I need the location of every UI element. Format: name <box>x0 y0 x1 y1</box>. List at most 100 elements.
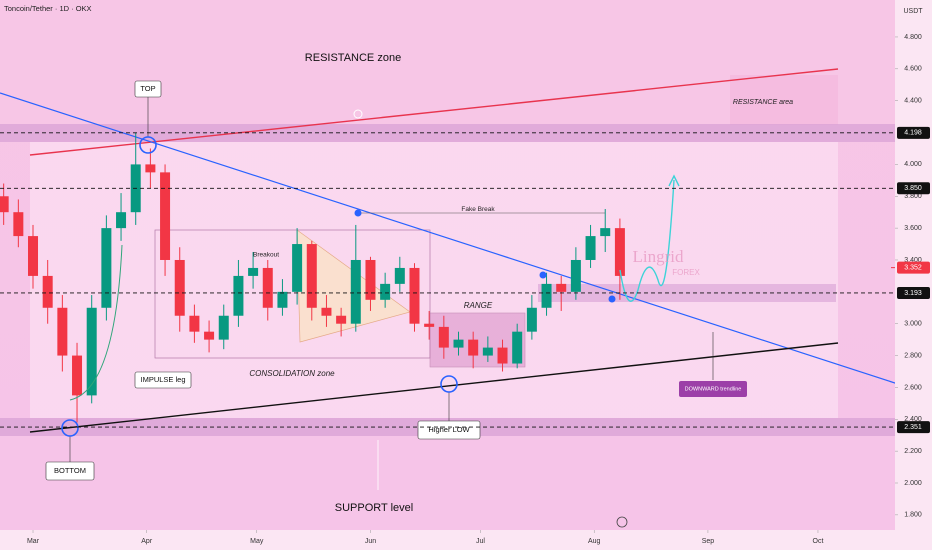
candle-body <box>86 307 97 396</box>
candle-body <box>497 347 508 364</box>
annotation: RANGE <box>464 301 493 310</box>
candle-body <box>350 259 361 324</box>
y-tick-label: 2.800 <box>904 352 922 359</box>
y-tick-label: 2.000 <box>904 480 922 487</box>
symbol: Toncoin/Tether · 1D · OKX <box>4 4 92 13</box>
candle-body <box>262 267 273 308</box>
watermark: Lingrid <box>633 247 684 266</box>
candle-body <box>600 228 611 237</box>
candle-body <box>277 291 288 308</box>
x-tick-label: Aug <box>588 538 601 545</box>
level-box <box>897 182 930 195</box>
annotation: Breakout <box>253 252 279 259</box>
candle-body <box>526 307 537 332</box>
candle-body <box>394 267 405 284</box>
resistance-area <box>730 75 838 125</box>
annotation: Fake Break <box>461 206 495 213</box>
x-tick-label: Apr <box>141 538 153 545</box>
time-axis <box>0 530 895 550</box>
candle-body <box>512 331 523 364</box>
top-marker <box>139 136 157 154</box>
candle-body <box>57 307 68 356</box>
y-tick-label: 3.800 <box>904 193 922 200</box>
icon <box>616 516 628 528</box>
annotation: RESISTANCE area <box>733 99 793 106</box>
candle-body <box>380 283 391 300</box>
x-tick-label: Jul <box>476 538 485 545</box>
candle-body <box>468 339 479 356</box>
annotation: SUPPORT level <box>335 502 413 514</box>
bottom-marker <box>61 419 79 437</box>
label-box <box>679 381 747 397</box>
candle-body <box>72 355 83 396</box>
currency: USDT <box>903 8 923 15</box>
annotation: BOTTOM <box>54 466 86 475</box>
candle-body <box>365 259 376 300</box>
candle-body <box>306 244 317 308</box>
y-tick-label: 3.000 <box>904 321 922 328</box>
level-box <box>897 421 930 434</box>
level-box <box>897 286 930 299</box>
impulse-arrow <box>69 244 123 401</box>
level-label: 2.351 <box>904 424 922 431</box>
candle-body <box>145 164 156 173</box>
y-tick-label: 3.400 <box>904 257 922 264</box>
x-tick-label: Oct <box>813 538 824 545</box>
candle-body <box>116 212 127 229</box>
candle-body <box>556 283 567 292</box>
y-tick-label: 1.800 <box>904 512 922 519</box>
point <box>354 209 362 217</box>
annotation: Higher LOW <box>428 425 470 434</box>
candle-body <box>189 315 200 332</box>
y-tick-label: 3.600 <box>904 225 922 232</box>
y-tick-label: 2.600 <box>904 384 922 391</box>
projection-path <box>619 179 675 302</box>
candle-body <box>585 236 596 260</box>
price-axis <box>895 0 932 550</box>
label-box <box>417 420 481 440</box>
candle-body <box>0 196 9 213</box>
y-tick-label: 4.400 <box>904 98 922 105</box>
x-tick-label: May <box>250 538 264 545</box>
annotation: IMPULSE leg <box>140 375 185 384</box>
projection-arrow <box>668 174 680 187</box>
annotation: CONSOLIDATION zone <box>249 369 335 378</box>
annotation: RESISTANCE zone <box>305 52 401 64</box>
resistance-band <box>0 124 895 142</box>
label-box <box>134 371 192 389</box>
candle-body <box>541 283 552 308</box>
candle-body <box>13 212 24 237</box>
candle-body <box>101 228 112 308</box>
candle-body <box>233 275 244 316</box>
candle-body <box>204 331 215 340</box>
consolidation-box <box>154 229 431 359</box>
candle-body <box>218 315 229 340</box>
higher-low-marker <box>440 375 458 393</box>
point <box>608 295 616 303</box>
candle-body <box>453 339 464 348</box>
y-tick-label: 2.400 <box>904 416 922 423</box>
support-line <box>29 342 839 433</box>
label-box <box>134 80 162 98</box>
candle-body <box>321 307 332 316</box>
x-tick-label: Mar <box>27 538 40 545</box>
icon <box>353 109 363 119</box>
candle-body <box>482 347 493 356</box>
resistance-line <box>29 68 839 156</box>
candle-body <box>28 236 39 276</box>
x-tick-label: Sep <box>702 538 715 545</box>
candle-body <box>174 259 185 316</box>
y-tick-label: 4.600 <box>904 66 922 73</box>
watermark: FOREX <box>672 268 700 277</box>
y-tick-label: 4.800 <box>904 34 922 41</box>
candle-body <box>570 259 581 292</box>
level-label: 4.198 <box>904 130 922 137</box>
candle-body <box>160 172 171 260</box>
candle-body <box>438 326 449 348</box>
annotation: TOP <box>140 84 155 93</box>
candle-body <box>292 244 303 292</box>
candle-body <box>409 267 420 324</box>
y-tick-label: 4.000 <box>904 161 922 168</box>
candle-body <box>614 228 625 276</box>
